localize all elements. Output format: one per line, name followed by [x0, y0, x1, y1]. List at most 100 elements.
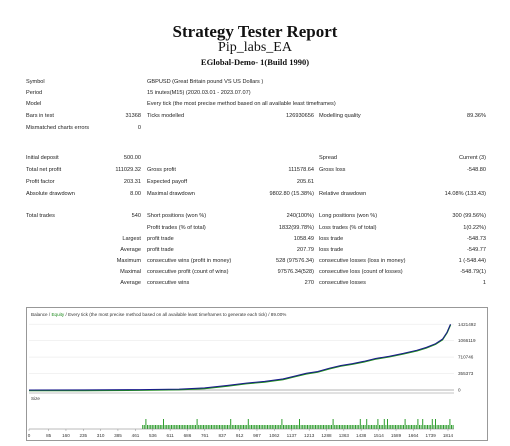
volume-bar — [260, 425, 262, 429]
x-tick-label: 461 — [132, 433, 140, 438]
volume-bar — [407, 425, 409, 429]
volume-bar — [347, 425, 348, 429]
volume-bar — [439, 425, 441, 429]
net-profit-label: Total net profit — [26, 167, 62, 173]
volume-bar — [302, 425, 304, 429]
volume-bar — [225, 425, 227, 429]
volume-bar — [396, 425, 398, 429]
volume-bar — [422, 419, 424, 429]
max-cons-wins-label: consecutive wins (profit in money) — [147, 258, 232, 264]
long-positions-label: Long positions (won %) — [319, 213, 378, 219]
volume-bar — [433, 425, 435, 429]
volume-bar — [203, 425, 204, 429]
rel-dd-label: Relative drawdown — [319, 191, 367, 197]
volume-bar — [249, 425, 251, 429]
legend-equity: Equity — [51, 312, 64, 317]
short-positions-label: Short positions (won %) — [147, 213, 207, 219]
x-tick-label: 536 — [149, 433, 157, 438]
rel-dd-value: 14.08% (133.43) — [444, 191, 486, 197]
volume-bar — [220, 425, 222, 429]
avg-cons-losses-value: 1 — [482, 280, 486, 286]
legend-separator: / — [48, 312, 52, 317]
loss-trades-value: 1(0.22%) — [463, 225, 486, 231]
volume-bar — [395, 425, 396, 429]
volume-bar — [169, 425, 171, 429]
quality-label: Modelling quality — [319, 113, 361, 119]
volume-bar — [431, 419, 433, 429]
volume-bar — [292, 425, 294, 429]
volume-bar — [161, 425, 163, 429]
volume-bar — [227, 425, 228, 429]
volume-bar — [150, 425, 152, 429]
x-tick-label: 987 — [253, 433, 261, 438]
x-tick-label: 1739 — [426, 433, 437, 438]
volume-bar — [377, 419, 379, 429]
volume-bar — [263, 425, 265, 429]
volume-bar — [323, 425, 324, 429]
volume-bar — [196, 419, 198, 429]
volume-bar — [255, 425, 257, 429]
volume-bar — [219, 425, 220, 429]
x-tick-label: 686 — [184, 433, 192, 438]
volume-bar — [363, 425, 364, 429]
volume-bar — [391, 425, 393, 429]
y-tick-label: 710746 — [458, 355, 474, 360]
volume-bar — [167, 425, 169, 429]
volume-bar — [321, 425, 323, 429]
volume-bar — [382, 425, 384, 429]
volume-bar — [231, 425, 233, 429]
x-tick-label: 1137 — [287, 433, 297, 438]
short-positions-value: 240(100%) — [286, 213, 314, 219]
gross-profit-value: 111578.64 — [288, 167, 314, 173]
mismatch-label: Mismatched charts errors — [26, 125, 90, 131]
x-tick-label: 1288 — [321, 433, 332, 438]
volume-bar — [374, 425, 376, 429]
volume-bar — [251, 425, 252, 429]
volume-bar — [187, 425, 188, 429]
x-tick-label: 611 — [166, 433, 174, 438]
max-cons-losses-value: 1 (-548.44) — [458, 258, 486, 264]
volume-bar — [348, 425, 350, 429]
volume-bar — [278, 425, 280, 429]
volume-bar — [335, 425, 337, 429]
volume-bar — [331, 425, 332, 429]
x-tick-label: 837 — [218, 433, 226, 438]
volume-bar — [345, 425, 347, 429]
volume-bar — [305, 425, 307, 429]
volume-bar — [158, 425, 160, 429]
volume-bar — [212, 425, 214, 429]
volume-bar — [356, 425, 358, 429]
size-label: Size — [31, 396, 40, 401]
x-tick-label: 1062 — [269, 433, 280, 438]
volume-bar — [412, 425, 414, 429]
volume-bar — [303, 425, 305, 429]
volume-bar — [326, 425, 328, 429]
volume-bar — [265, 425, 267, 429]
volume-bar — [190, 425, 192, 429]
volume-bar — [307, 425, 308, 429]
gross-loss-value: -548.80 — [467, 167, 486, 173]
volume-bar — [411, 425, 412, 429]
period-value: 15 inutes(M15) (2020.03.01 - 2023.07.07) — [147, 90, 251, 96]
volume-bars — [142, 419, 454, 429]
volume-bar — [182, 425, 184, 429]
symbol-value: GBPUSD (Great Britain pound VS US Dollar… — [147, 79, 264, 85]
volume-bar — [359, 419, 361, 429]
volume-bar — [283, 425, 284, 429]
volume-bar — [451, 425, 452, 429]
volume-bar — [164, 425, 166, 429]
volume-bar — [366, 419, 368, 429]
volume-bar — [171, 425, 172, 429]
volume-bar — [364, 425, 366, 429]
volume-bar — [215, 425, 217, 429]
volume-bar — [199, 425, 201, 429]
model-value: Every tick (the most precise method base… — [147, 101, 336, 107]
maximum-label: Maximum — [116, 258, 141, 264]
max-dd-label: Maximal drawdown — [147, 191, 195, 197]
legend-balance: Balance — [31, 312, 48, 317]
volume-bar — [246, 425, 248, 429]
volume-bar — [415, 425, 417, 429]
volume-bar — [355, 425, 356, 429]
volume-bar — [419, 425, 420, 429]
volume-bar — [238, 425, 240, 429]
